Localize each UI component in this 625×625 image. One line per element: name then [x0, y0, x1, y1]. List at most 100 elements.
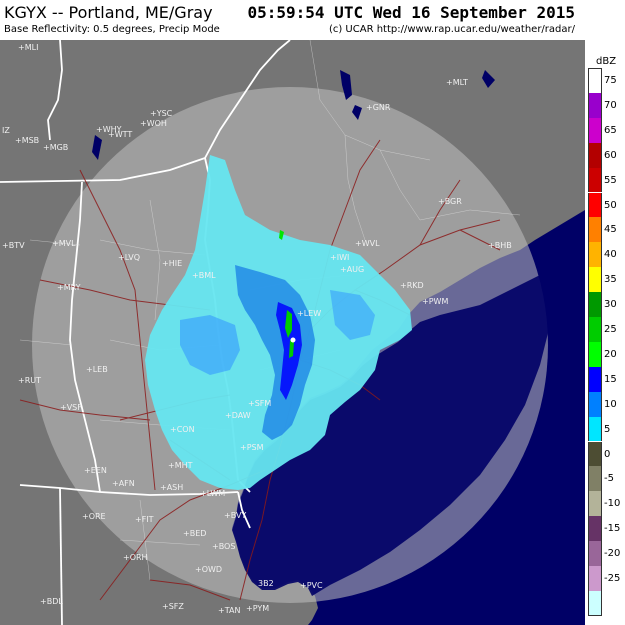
- station-label: +IWI: [330, 253, 349, 262]
- legend-label: -25: [604, 573, 621, 584]
- credit-line: (c) UCAR http://www.rap.ucar.edu/weather…: [328, 24, 575, 35]
- station-label: +BDL: [40, 597, 63, 606]
- station-label: +SFM: [248, 399, 271, 408]
- lake: [482, 70, 495, 88]
- legend-label: 5: [604, 423, 611, 435]
- echo-medium: [180, 315, 240, 375]
- legend-label: 70: [604, 99, 617, 111]
- legend-label: 40: [604, 249, 617, 261]
- legend-swatch: [588, 341, 602, 367]
- station-label: +MLI: [18, 43, 38, 52]
- station-label: +MRY: [57, 283, 81, 292]
- station-label: +RKD: [400, 281, 424, 290]
- ocean-in-range: [232, 270, 560, 596]
- legend-swatch: [588, 441, 602, 467]
- radar-site-marker: [290, 337, 296, 343]
- station-label: +BOS: [212, 542, 235, 551]
- legend-swatch: [588, 590, 602, 616]
- station-label: +PVC: [300, 581, 323, 590]
- station-label: +LVQ: [118, 253, 140, 262]
- station-label: +DAW: [225, 411, 251, 420]
- station-label: +GNR: [366, 103, 391, 112]
- legend-label: 0: [604, 448, 611, 460]
- legend-swatch: [588, 416, 602, 442]
- station-labels: +MLI +MLT +YSC +WHY +WOH +WTT +MGB IZ +M…: [2, 43, 512, 615]
- legend-label: 75: [604, 75, 617, 86]
- station-label: +BVY: [224, 511, 246, 520]
- legend-label: -10: [604, 498, 621, 510]
- station-label: +BML: [192, 271, 216, 280]
- echo-strong: [276, 302, 302, 400]
- legend-swatch: [588, 217, 602, 243]
- lake: [92, 135, 102, 160]
- station-label: +BGR: [438, 197, 462, 206]
- station-label: +LEB: [86, 365, 108, 374]
- legend-title: dBZ: [596, 56, 617, 67]
- legend-label: 65: [604, 124, 617, 136]
- legend-label: 25: [604, 324, 617, 335]
- legend-swatch: [588, 466, 602, 492]
- station-label: +RUT: [18, 376, 41, 385]
- station-label: +WOH: [140, 119, 167, 128]
- legend-label: 15: [604, 373, 617, 385]
- station-label: +AUG: [340, 265, 364, 274]
- station-label: +OWD: [195, 565, 222, 574]
- station-label: +MGB: [43, 143, 68, 152]
- station-label: +WHY: [96, 125, 122, 134]
- station-label: +BHB: [488, 241, 512, 250]
- lake: [340, 70, 352, 100]
- station-label: +BED: [183, 529, 206, 538]
- legend-label: -5: [604, 473, 614, 485]
- legend-swatch: [588, 117, 602, 143]
- legend-swatch: [588, 142, 602, 168]
- station-label: +CON: [170, 425, 195, 434]
- station-label: +PSM: [240, 443, 264, 452]
- product-subtitle: Base Reflectivity: 0.5 degrees, Precip M…: [4, 24, 220, 35]
- echo-medium: [235, 265, 315, 440]
- echo-green: [279, 230, 284, 240]
- legend-swatch: [588, 391, 602, 417]
- station-label: +FIT: [135, 515, 154, 524]
- legend-label: 50: [604, 199, 617, 211]
- header: KGYX -- Portland, ME/Gray 05:59:54 UTC W…: [0, 0, 625, 40]
- legend-swatch: [588, 491, 602, 517]
- station-label: +MSB: [15, 136, 39, 145]
- legend-label: -15: [604, 523, 621, 535]
- station-label: +LWM: [200, 489, 225, 498]
- legend-swatch: [588, 516, 602, 542]
- lake: [352, 105, 362, 120]
- station-label: +MLT: [446, 78, 468, 87]
- station-label: +LEW: [297, 309, 321, 318]
- station-label: +WVL: [355, 239, 380, 248]
- station-label: +ORE: [82, 512, 106, 521]
- echo-green: [289, 340, 294, 358]
- station-label: 3B2: [258, 579, 274, 588]
- legend-label: 60: [604, 149, 617, 161]
- legend-label: 10: [604, 398, 617, 410]
- legend-label: 30: [604, 299, 617, 311]
- station-label: +HIE: [162, 259, 182, 268]
- echo-medium: [330, 290, 375, 340]
- legend-swatch: [588, 566, 602, 591]
- timestamp: 05:59:54 UTC Wed 16 September 2015: [247, 3, 575, 22]
- station-label: +ASH: [160, 483, 183, 492]
- legend-label: 20: [604, 348, 617, 360]
- station-label: +PYM: [246, 604, 269, 613]
- legend-swatch: [588, 242, 602, 268]
- legend-swatch: [588, 192, 602, 218]
- station-label: +AFN: [112, 479, 135, 488]
- legend-swatch: [588, 366, 602, 392]
- station-label: +PWM: [422, 297, 448, 306]
- legend-label: 45: [604, 224, 617, 236]
- legend-label: 35: [604, 274, 617, 286]
- station-label: +EEN: [84, 466, 107, 475]
- station-label: +VSF: [60, 403, 82, 412]
- echo-green: [285, 310, 292, 338]
- legend-swatch: [588, 92, 602, 118]
- radar-map: +MLI +MLT +YSC +WHY +WOH +WTT +MGB IZ +M…: [0, 40, 585, 625]
- station-label: +SFZ: [162, 602, 184, 611]
- radar-title: KGYX -- Portland, ME/Gray: [4, 3, 213, 22]
- station-label: +ORH: [123, 553, 148, 562]
- legend-swatch: [588, 267, 602, 293]
- legend-swatch: [588, 292, 602, 317]
